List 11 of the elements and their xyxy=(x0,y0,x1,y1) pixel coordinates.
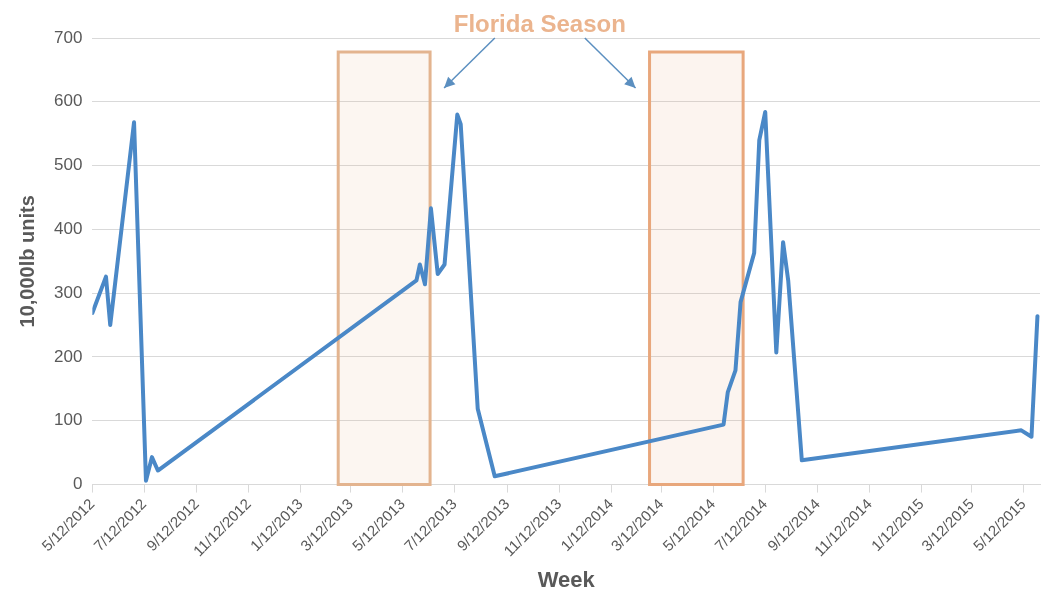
text: Florida Season xyxy=(452,10,627,38)
y-tick-label: 100 xyxy=(53,410,83,430)
y-tick-label: 700 xyxy=(53,27,83,47)
y-tick-label: 0 xyxy=(72,474,83,494)
y-tick-label: 200 xyxy=(53,346,83,366)
y-tick-label: 400 xyxy=(53,219,83,239)
y-axis-title: 10,000lb units xyxy=(15,195,38,328)
y-tick-label: 500 xyxy=(53,155,83,175)
y-tick-label: 600 xyxy=(53,91,83,111)
x-axis-title: Week xyxy=(537,566,596,592)
y-tick-label: 300 xyxy=(53,282,83,302)
